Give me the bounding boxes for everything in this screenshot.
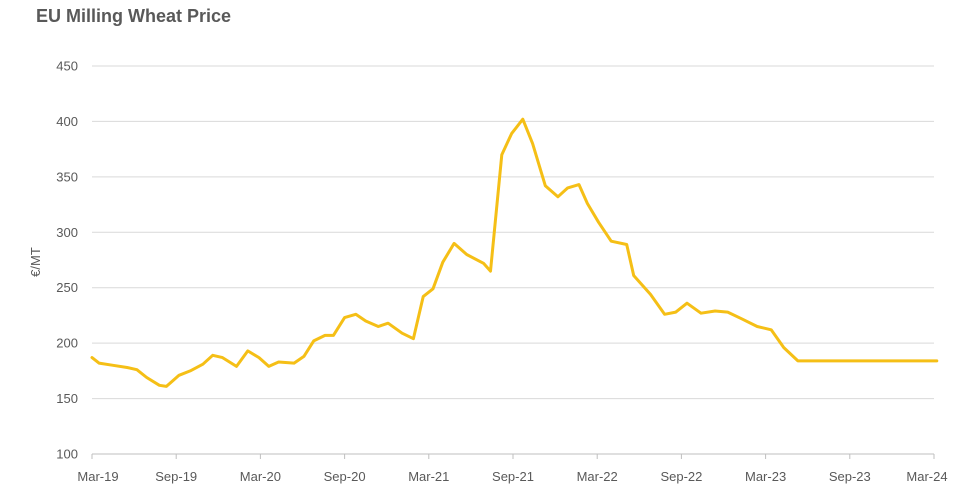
x-tick-label: Mar-23	[745, 469, 786, 484]
series-line	[90, 117, 939, 388]
x-tick-label: Mar-20	[240, 469, 281, 484]
series-layer	[90, 117, 939, 388]
x-tick-label: Sep-23	[829, 469, 871, 484]
y-axis-ticks: 100 150 200 250 300 350 400 450	[56, 59, 78, 462]
y-tick-label: 150	[56, 391, 78, 406]
y-tick-label: 200	[56, 336, 78, 351]
x-tick-label: Mar-19	[77, 469, 118, 484]
x-tick-label: Sep-21	[492, 469, 534, 484]
y-tick-label: 300	[56, 225, 78, 240]
x-tick-label: Sep-22	[660, 469, 702, 484]
y-axis-label: €/MT	[28, 247, 43, 277]
gridlines	[92, 65, 934, 455]
x-tick-label: Mar-21	[408, 469, 449, 484]
y-tick-label: 250	[56, 280, 78, 295]
y-tick-label: 350	[56, 169, 78, 184]
y-tick-label: 100	[56, 447, 78, 462]
x-axis-ticks: Mar-19 Sep-19 Mar-20 Sep-20 Mar-21 Sep-21 Mar-…	[77, 454, 948, 484]
y-tick-label: 400	[56, 114, 78, 129]
x-tick-label: Sep-19	[155, 469, 197, 484]
x-tick-label: Mar-22	[577, 469, 618, 484]
chart-title: EU Milling Wheat Price	[36, 6, 232, 26]
x-tick-label: Mar-24	[906, 469, 947, 484]
x-tick-label: Sep-20	[324, 469, 366, 484]
y-tick-label: 450	[56, 59, 78, 74]
